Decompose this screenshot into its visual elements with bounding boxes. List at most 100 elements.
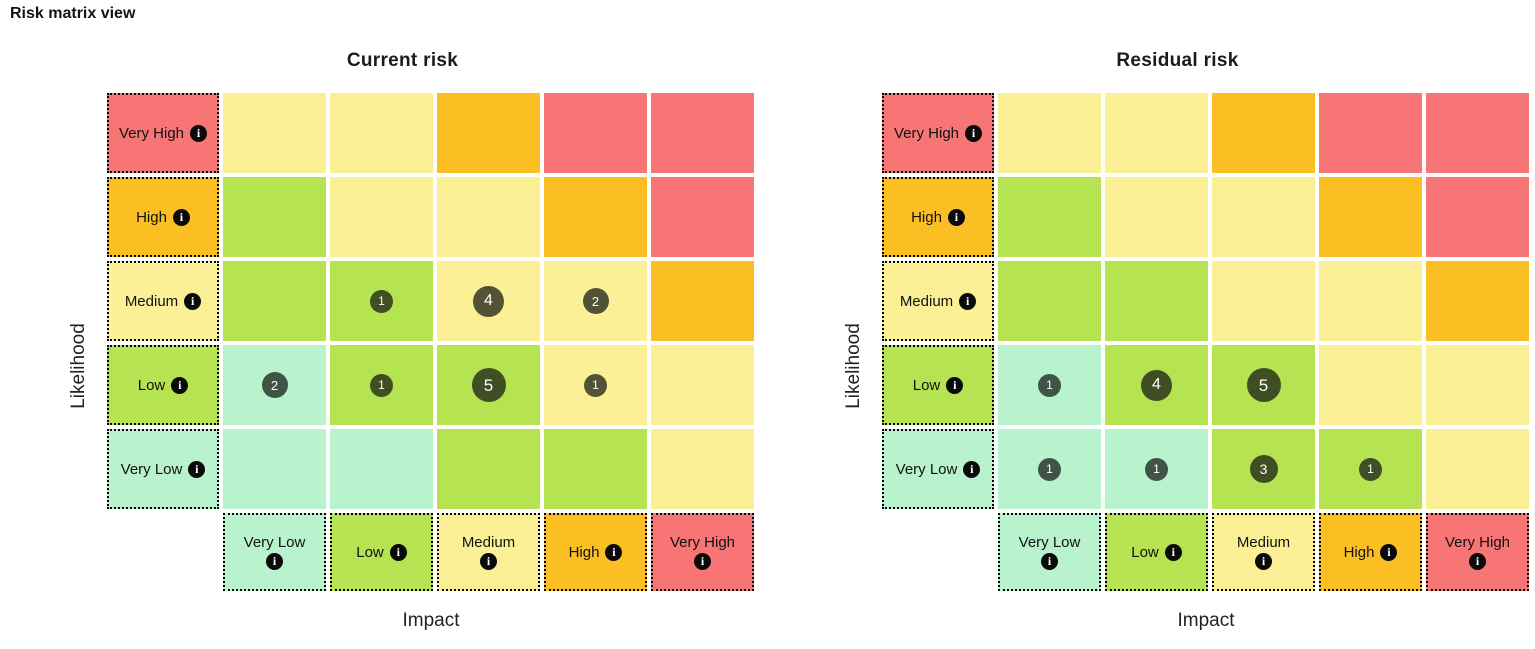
risk-cell bbox=[1426, 345, 1529, 425]
risk-cell: 2 bbox=[223, 345, 326, 425]
info-icon[interactable]: i bbox=[389, 543, 407, 561]
col-header-low: Low i bbox=[1105, 513, 1208, 591]
info-icon[interactable]: i bbox=[184, 292, 202, 310]
row-header-medium: Medium i bbox=[882, 261, 994, 341]
header-label: High bbox=[911, 208, 942, 226]
col-header-very-high: Very High i bbox=[651, 513, 754, 591]
grid-corner bbox=[107, 513, 219, 591]
row-header-high: High i bbox=[882, 177, 994, 257]
risk-count-badge[interactable]: 4 bbox=[1141, 369, 1172, 401]
x-axis-label: Impact bbox=[1177, 610, 1235, 631]
info-icon[interactable]: i bbox=[1255, 553, 1272, 570]
risk-cell bbox=[1426, 93, 1529, 173]
risk-cell bbox=[1212, 93, 1315, 173]
risk-cell bbox=[1105, 177, 1208, 257]
risk-cell: 1 bbox=[544, 345, 647, 425]
header-label: High bbox=[1343, 543, 1375, 561]
risk-count-badge[interactable]: 1 bbox=[1038, 373, 1061, 397]
row-header-low: Low i bbox=[882, 345, 994, 425]
risk-count-badge[interactable]: 1 bbox=[370, 289, 393, 313]
info-icon[interactable]: i bbox=[946, 376, 964, 394]
info-icon[interactable]: i bbox=[188, 460, 206, 478]
risk-cell: 1 bbox=[330, 345, 433, 425]
x-axis-label: Impact bbox=[402, 610, 460, 631]
row-header-very-low: Very Low i bbox=[882, 429, 994, 509]
risk-cell bbox=[1105, 93, 1208, 173]
row-header-very-high: Very High i bbox=[107, 93, 219, 173]
info-icon[interactable]: i bbox=[947, 208, 965, 226]
risk-count-badge[interactable]: 1 bbox=[1145, 457, 1168, 481]
current-risk-matrix: Current risk Likelihood Very High i High i M… bbox=[50, 50, 755, 632]
header-label: Very High bbox=[1444, 534, 1511, 551]
risk-cell bbox=[330, 429, 433, 509]
info-icon[interactable]: i bbox=[1164, 543, 1182, 561]
info-icon[interactable]: i bbox=[959, 292, 977, 310]
risk-count-badge[interactable]: 5 bbox=[1246, 368, 1281, 402]
header-label: Medium bbox=[124, 292, 179, 310]
risk-cell bbox=[544, 177, 647, 257]
row-header-low: Low i bbox=[107, 345, 219, 425]
info-icon[interactable]: i bbox=[480, 553, 497, 570]
info-icon[interactable]: i bbox=[963, 460, 981, 478]
risk-grid-residual: Very High i High i Medium i Low i 1 4 5 Very Low i 1 1… bbox=[882, 93, 1529, 591]
risk-cell bbox=[1319, 93, 1422, 173]
risk-cell bbox=[1212, 261, 1315, 341]
header-label: Very Low bbox=[120, 460, 183, 478]
risk-cell bbox=[1319, 345, 1422, 425]
risk-cell bbox=[223, 261, 326, 341]
risk-cell bbox=[1212, 177, 1315, 257]
risk-cell bbox=[223, 93, 326, 173]
risk-cell bbox=[651, 345, 754, 425]
page-title: Risk matrix view bbox=[10, 5, 136, 22]
risk-cell bbox=[437, 93, 540, 173]
risk-cell: 1 bbox=[330, 261, 433, 341]
risk-cell bbox=[1105, 261, 1208, 341]
risk-count-badge[interactable]: 3 bbox=[1249, 455, 1278, 483]
header-label: High bbox=[568, 543, 600, 561]
risk-count-badge[interactable]: 1 bbox=[370, 373, 393, 397]
info-icon[interactable]: i bbox=[266, 553, 283, 570]
matrix-title-residual: Residual risk bbox=[1116, 50, 1239, 71]
col-header-very-low: Very Low i bbox=[223, 513, 326, 591]
header-label: Low bbox=[1131, 543, 1159, 561]
risk-cell: 5 bbox=[1212, 345, 1315, 425]
risk-cell: 3 bbox=[1212, 429, 1315, 509]
info-icon[interactable]: i bbox=[171, 376, 189, 394]
info-icon[interactable]: i bbox=[965, 124, 983, 142]
info-icon[interactable]: i bbox=[190, 124, 208, 142]
info-icon[interactable]: i bbox=[1469, 553, 1486, 570]
risk-cell bbox=[651, 177, 754, 257]
risk-count-badge[interactable]: 4 bbox=[473, 285, 504, 317]
risk-cell: 5 bbox=[437, 345, 540, 425]
risk-cell bbox=[223, 177, 326, 257]
info-icon[interactable]: i bbox=[694, 553, 711, 570]
risk-cell bbox=[437, 429, 540, 509]
risk-cell bbox=[330, 177, 433, 257]
risk-cell bbox=[1426, 177, 1529, 257]
header-label: Medium bbox=[461, 534, 516, 551]
risk-count-badge[interactable]: 1 bbox=[1359, 457, 1382, 481]
risk-cell: 4 bbox=[1105, 345, 1208, 425]
risk-cell bbox=[651, 429, 754, 509]
risk-count-badge[interactable]: 5 bbox=[471, 368, 506, 402]
row-header-medium: Medium i bbox=[107, 261, 219, 341]
info-icon[interactable]: i bbox=[1041, 553, 1058, 570]
info-icon[interactable]: i bbox=[172, 208, 190, 226]
risk-count-badge[interactable]: 2 bbox=[582, 288, 609, 314]
matrix-title-current: Current risk bbox=[346, 50, 459, 71]
risk-count-badge[interactable]: 2 bbox=[261, 372, 288, 398]
info-icon[interactable]: i bbox=[1380, 543, 1398, 561]
risk-cell bbox=[544, 93, 647, 173]
risk-cell bbox=[223, 429, 326, 509]
y-axis-label-wrap: Likelihood bbox=[50, 93, 107, 591]
risk-cell bbox=[651, 261, 754, 341]
info-icon[interactable]: i bbox=[605, 543, 623, 561]
header-label: Medium bbox=[899, 292, 954, 310]
risk-cell bbox=[998, 93, 1101, 173]
header-label: Very High bbox=[669, 534, 736, 551]
risk-count-badge[interactable]: 1 bbox=[1038, 457, 1061, 481]
header-label: Very Low bbox=[895, 460, 958, 478]
risk-count-badge[interactable]: 1 bbox=[584, 373, 607, 397]
risk-cell: 2 bbox=[544, 261, 647, 341]
col-header-high: High i bbox=[1319, 513, 1422, 591]
